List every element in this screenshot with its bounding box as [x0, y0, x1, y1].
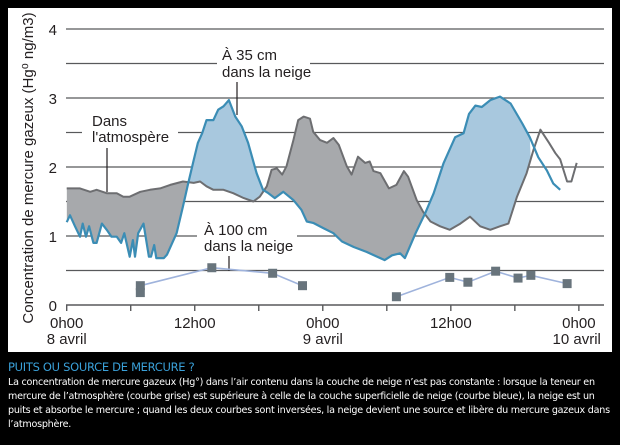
x-tick-label: 0h00 [306, 315, 339, 332]
x-tick-label: 0h00 [562, 315, 595, 332]
snow35-line [65, 95, 561, 262]
snow100-marker [491, 266, 501, 276]
annotation-snow35-line2: dans la neige [222, 64, 311, 81]
caption-body: La concentration de mercure gazeux (Hg°)… [8, 377, 610, 430]
annotation-atmosphere-line2: l'atmospère [92, 129, 169, 146]
snow100-line [140, 266, 303, 287]
snow100-marker [562, 279, 572, 289]
annotation-snow100-line2: dans la neige [204, 238, 293, 255]
snow100-line [396, 270, 568, 298]
snow100-marker [135, 281, 145, 291]
annotation-atmosphere-line1: Dans [92, 113, 127, 130]
caption: PUITS OU SOURCE DE MERCURE ? La concentr… [8, 360, 614, 432]
x-tick-date: 10 avril [553, 331, 601, 348]
snow100-marker [391, 292, 401, 302]
atmosphere-line [66, 115, 578, 231]
x-tick-date: 9 avril [303, 331, 343, 348]
snow100-marker [268, 268, 278, 278]
x-tick-date: 8 avril [47, 331, 87, 348]
snow100-marker [445, 272, 455, 282]
snow100-marker [135, 288, 145, 298]
caption-title: PUITS OU SOURCE DE MERCURE ? [8, 360, 195, 374]
annotation-snow100-line1: À 100 cm [204, 222, 267, 239]
y-tick-label: 0 [49, 298, 57, 315]
x-tick-label: 12h00 [430, 315, 472, 332]
annotation-snow100: À 100 cm dans la neige [204, 222, 293, 271]
x-tick-label: 0h00 [50, 315, 83, 332]
snow100-marker [463, 277, 473, 287]
snow100-marker [513, 273, 523, 283]
x-tick-label: 12h00 [174, 315, 216, 332]
snow100-marker [207, 263, 217, 273]
y-tick-label: 3 [49, 91, 57, 108]
y-tick-label: 1 [49, 229, 57, 246]
annotation-atmosphere: Dans l'atmospère [92, 113, 169, 192]
snow100-marker [298, 281, 308, 291]
snow100-marker [526, 270, 536, 280]
annotation-snow35-line1: À 35 cm [222, 47, 277, 64]
y-tick-label: 2 [49, 160, 57, 177]
y-tick-label: 4 [49, 22, 57, 39]
annotation-snow35: À 35 cm dans la neige [222, 47, 311, 115]
y-axis-label: Concentration de mercure gazeux (Hg⁰ ng/… [20, 12, 37, 323]
